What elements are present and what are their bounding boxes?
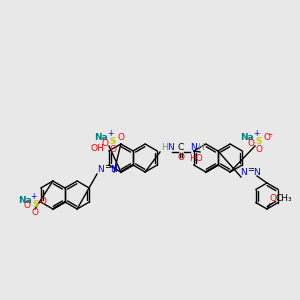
Text: S: S xyxy=(109,137,116,146)
Text: O: O xyxy=(177,153,184,162)
Text: H: H xyxy=(161,143,168,152)
Text: O: O xyxy=(247,139,254,148)
Text: Na: Na xyxy=(18,196,32,205)
Text: O: O xyxy=(109,145,116,154)
Text: HO: HO xyxy=(189,154,202,163)
Text: O: O xyxy=(24,201,31,210)
Text: N: N xyxy=(240,168,247,177)
Text: N: N xyxy=(110,165,117,174)
Text: +: + xyxy=(30,192,36,201)
Text: O: O xyxy=(269,194,276,203)
Text: =: = xyxy=(247,165,254,174)
Text: CH₃: CH₃ xyxy=(275,194,292,203)
Text: H: H xyxy=(197,143,204,152)
Text: OH: OH xyxy=(91,144,104,153)
Text: +: + xyxy=(253,129,260,138)
Text: Na: Na xyxy=(240,133,254,142)
Text: S: S xyxy=(255,137,262,146)
Text: –: – xyxy=(268,129,273,139)
Text: Na: Na xyxy=(94,133,108,142)
Text: O: O xyxy=(32,208,39,217)
Text: =: = xyxy=(104,162,111,171)
Text: C: C xyxy=(178,143,184,152)
Text: O: O xyxy=(255,145,262,154)
Text: O: O xyxy=(40,197,47,206)
Text: O: O xyxy=(263,133,270,142)
Text: N: N xyxy=(167,143,174,152)
Text: N: N xyxy=(253,168,260,177)
Text: S: S xyxy=(32,200,38,209)
Text: O: O xyxy=(117,133,124,142)
Text: O: O xyxy=(101,139,108,148)
Text: +: + xyxy=(107,129,113,138)
Text: N: N xyxy=(97,165,104,174)
Text: N: N xyxy=(190,143,197,152)
